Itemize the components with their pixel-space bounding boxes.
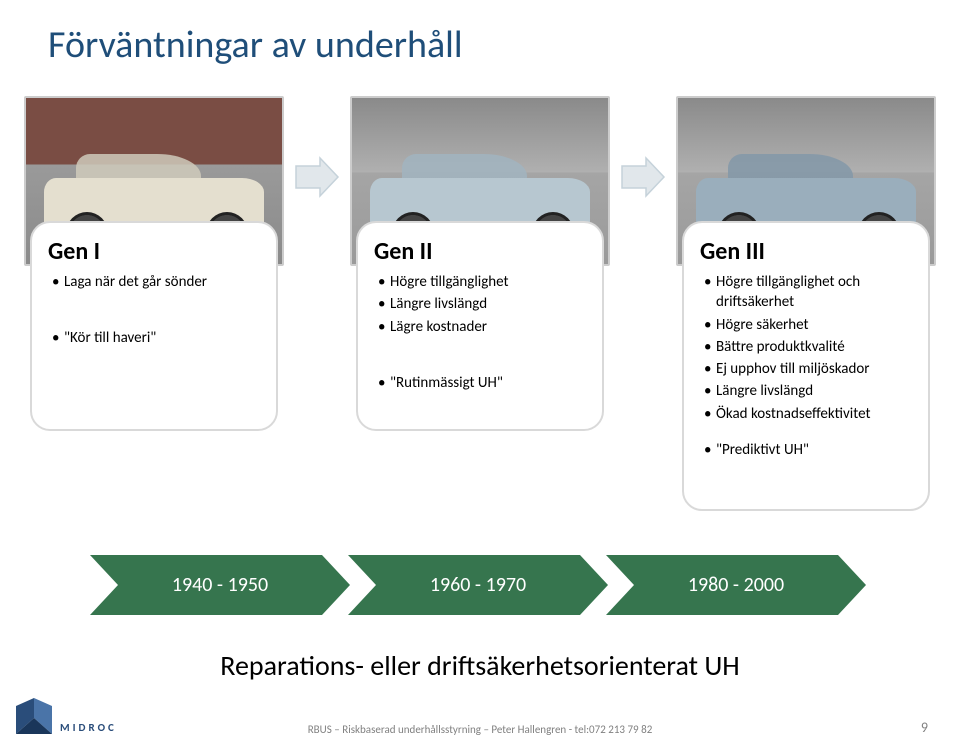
gen3-card: Gen III Högre tillgänglighet och driftsä… [682, 221, 930, 511]
car-image-gen2: Gen II Högre tillgänglighet Längre livsl… [350, 96, 610, 276]
timeline-label: 1980 - 2000 [688, 573, 784, 597]
gen2-card: Gen II Högre tillgänglighet Längre livsl… [356, 221, 604, 431]
timeline-label: 1960 - 1970 [430, 573, 526, 597]
logo-mark-icon [14, 696, 54, 736]
gen1-bottom-list: "Kör till haveri" [48, 328, 260, 348]
gen2-top-list: Högre tillgänglighet Längre livslängd Lä… [374, 272, 586, 337]
list-item: "Prediktivt UH" [704, 440, 912, 460]
timeline-label: 1940 - 1950 [172, 573, 268, 597]
gen-col-2: Gen II Högre tillgänglighet Längre livsl… [346, 96, 614, 276]
timeline: 1940 - 1950 1960 - 1970 1980 - 2000 [90, 555, 870, 615]
generation-row: Gen I Laga när det går sönder "Kör till … [20, 96, 940, 276]
gen1-heading: Gen I [48, 237, 260, 266]
list-item: Högre säkerhet [704, 315, 912, 335]
list-item: Längre livslängd [378, 294, 586, 314]
arrow-icon [294, 156, 340, 198]
logo-text: MIDROC [60, 721, 117, 736]
page-number: 9 [921, 719, 928, 736]
list-item: Lägre kostnader [378, 317, 586, 337]
list-item: Högre tillgänglighet och driftsäkerhet [704, 272, 912, 313]
gen1-card: Gen I Laga när det går sönder "Kör till … [30, 221, 278, 431]
list-item: "Rutinmässigt UH" [378, 373, 586, 393]
gen-col-3: Gen III Högre tillgänglighet och driftsä… [672, 96, 940, 276]
gen3-heading: Gen III [700, 237, 912, 266]
list-item: Laga när det går sönder [52, 272, 260, 292]
arrow-icon [620, 156, 666, 198]
timeline-chevron-3: 1980 - 2000 [606, 555, 866, 615]
footer-text: RBUS – Riskbaserad underhållsstyrning – … [0, 723, 960, 736]
timeline-chevron-1: 1940 - 1950 [90, 555, 350, 615]
list-item: Högre tillgänglighet [378, 272, 586, 292]
logo: MIDROC [14, 696, 117, 736]
car-image-gen1: Gen I Laga när det går sönder "Kör till … [24, 96, 284, 276]
list-item: Ej upphov till miljöskador [704, 359, 912, 379]
list-item: Längre livslängd [704, 381, 912, 401]
gen2-heading: Gen II [374, 237, 586, 266]
list-item: "Kör till haveri" [52, 328, 260, 348]
subtitle: Reparations- eller driftsäkerhetsoriente… [0, 648, 960, 683]
car-image-gen3: Gen III Högre tillgänglighet och driftsä… [676, 96, 936, 276]
slide-title: Förväntningar av underhåll [48, 22, 463, 68]
gen-col-1: Gen I Laga när det går sönder "Kör till … [20, 96, 288, 276]
gen3-top-list: Högre tillgänglighet och driftsäkerhet H… [700, 272, 912, 424]
list-item: Ökad kostnadseffektivitet [704, 404, 912, 424]
gen2-bottom-list: "Rutinmässigt UH" [374, 373, 586, 393]
gen1-top-list: Laga när det går sönder [48, 272, 260, 292]
list-item: Bättre produktkvalité [704, 337, 912, 357]
timeline-chevron-2: 1960 - 1970 [348, 555, 608, 615]
gen3-bottom-list: "Prediktivt UH" [700, 440, 912, 460]
